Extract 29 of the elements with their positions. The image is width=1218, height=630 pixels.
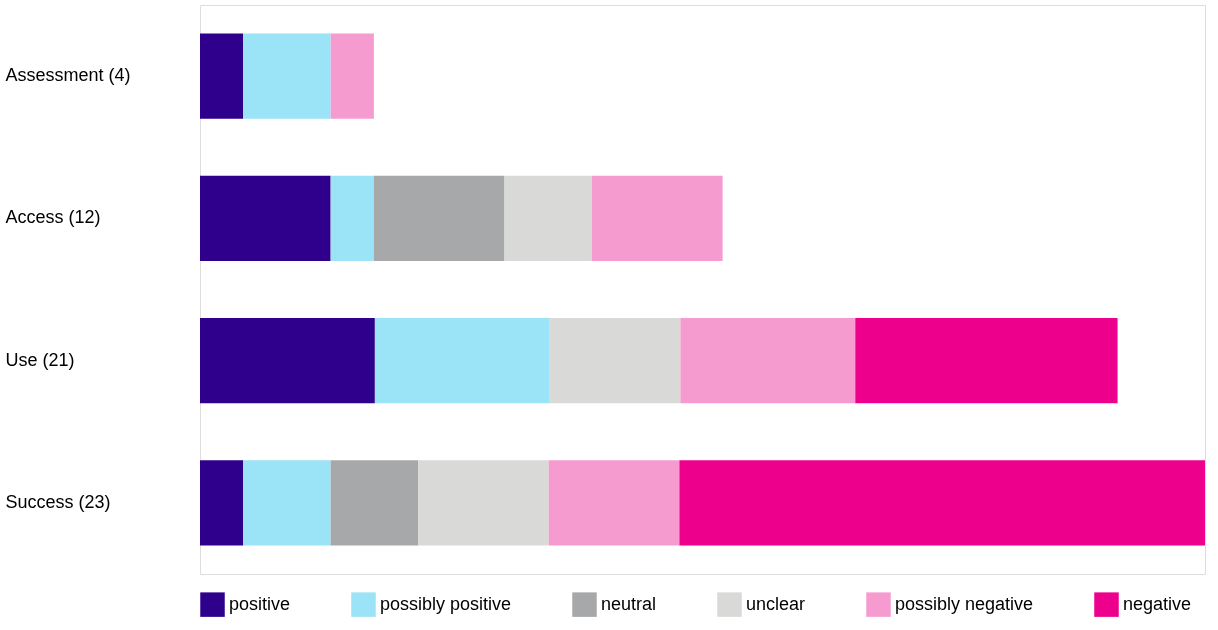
bar xyxy=(679,460,1205,546)
y-tick-label: Use (21) xyxy=(5,349,75,370)
bar xyxy=(373,175,505,262)
bar xyxy=(548,460,680,546)
bar xyxy=(855,317,1118,404)
bar xyxy=(591,175,723,262)
bar xyxy=(200,33,244,119)
legend-label: possibly positive xyxy=(380,593,512,614)
bar xyxy=(330,33,374,119)
y-tick-label: Assessment (4) xyxy=(5,65,131,86)
legend-label: negative xyxy=(1123,593,1192,614)
bar xyxy=(243,33,331,119)
legend-label: unclear xyxy=(746,593,806,614)
legend-label: positive xyxy=(229,593,291,614)
bar xyxy=(330,175,374,262)
bar xyxy=(200,175,331,262)
legend-label: possibly negative xyxy=(895,593,1034,614)
bar xyxy=(330,460,419,546)
bar xyxy=(200,460,244,546)
bar xyxy=(200,317,375,404)
y-tick-label: Success (23) xyxy=(5,491,111,512)
legend-label: neutral xyxy=(601,593,657,614)
bar xyxy=(504,175,592,262)
bar xyxy=(418,460,549,546)
bar xyxy=(680,317,856,404)
bar xyxy=(549,317,681,404)
bar xyxy=(243,460,331,546)
y-tick-label: Access (12) xyxy=(5,207,101,228)
bar xyxy=(374,317,550,404)
